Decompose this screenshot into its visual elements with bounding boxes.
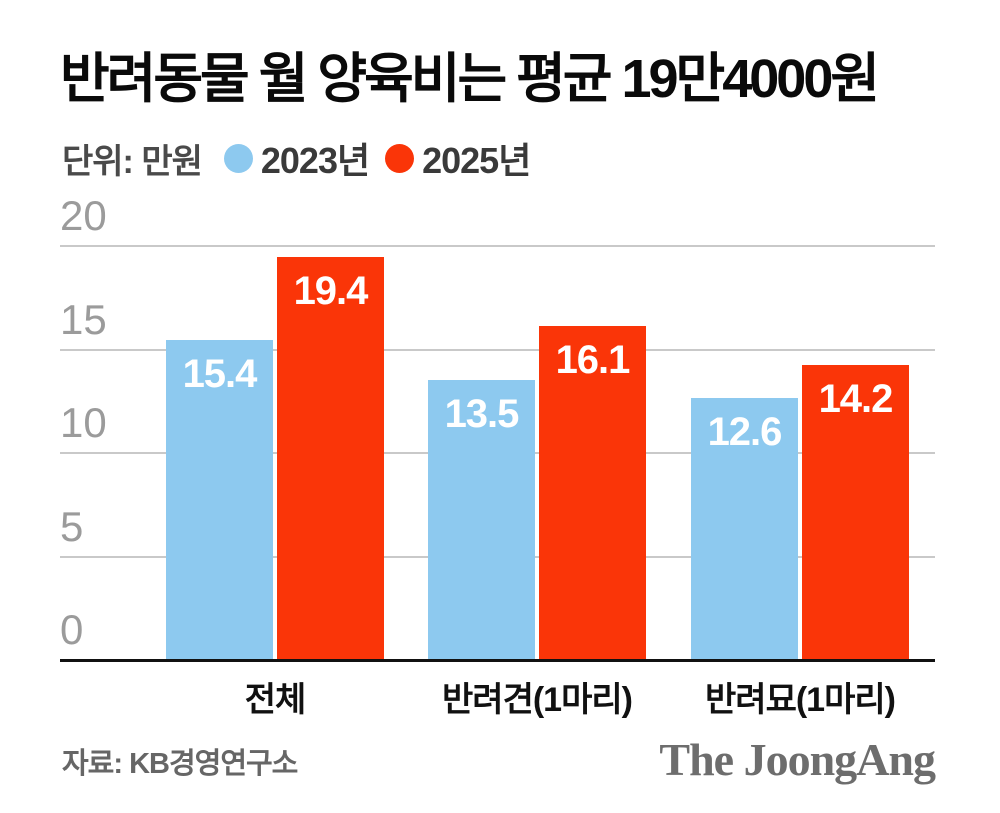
chart-title: 반려동물 월 양육비는 평균 19만4000원 xyxy=(60,49,880,109)
y-axis-tick-10: 10 xyxy=(60,399,107,446)
legend-label-2025: 2025년 xyxy=(422,140,531,181)
bar-2025년-반려견(1마리): 16.1 xyxy=(539,325,646,659)
bar-2025년-반려묘(1마리): 14.2 xyxy=(802,365,909,659)
bar-value-label: 13.5 xyxy=(444,391,520,436)
y-axis-tick-5: 5 xyxy=(60,502,84,550)
x-axis-line xyxy=(60,659,935,662)
bar-value-label: 16.1 xyxy=(555,337,631,382)
bar-2025년-전체: 19.4 xyxy=(277,257,384,659)
category-label-전체: 전체 xyxy=(244,681,307,719)
legend-label-2023: 2023년 xyxy=(260,140,370,181)
y-axis-tick-20: 20 xyxy=(60,192,107,239)
legend-item-2025: 2025년 xyxy=(385,132,531,184)
bar-2023년-반려견(1마리): 13.5 xyxy=(428,379,535,659)
unit-label: 단위: 만원 xyxy=(62,142,203,181)
publisher-logo: The JoongAng xyxy=(659,734,936,785)
category-label-반려묘(1마리): 반려묘(1마리) xyxy=(705,681,896,719)
legend-dot-2025-icon xyxy=(385,143,415,173)
category-label-반려견(1마리): 반려견(1마리) xyxy=(442,681,633,719)
bar-value-label: 19.4 xyxy=(293,269,369,314)
bar-value-label: 12.6 xyxy=(707,410,783,455)
bar-value-label: 14.2 xyxy=(818,377,894,422)
source-credit: 자료: KB경영연구소 xyxy=(62,748,298,780)
legend-dot-2023-icon xyxy=(223,143,253,173)
bar-2023년-반려묘(1마리): 12.6 xyxy=(691,398,798,659)
y-axis-tick-15: 15 xyxy=(60,295,107,343)
y-axis-tick-0: 0 xyxy=(60,606,84,653)
legend-item-2023: 2023년 xyxy=(223,132,370,184)
bar-2023년-전체: 15.4 xyxy=(166,340,273,659)
bar-value-label: 15.4 xyxy=(182,352,258,397)
gridline-20 xyxy=(60,245,935,247)
gridline-15 xyxy=(60,348,935,351)
legend: 단위: 만원 2023년 2025년 xyxy=(62,138,546,181)
